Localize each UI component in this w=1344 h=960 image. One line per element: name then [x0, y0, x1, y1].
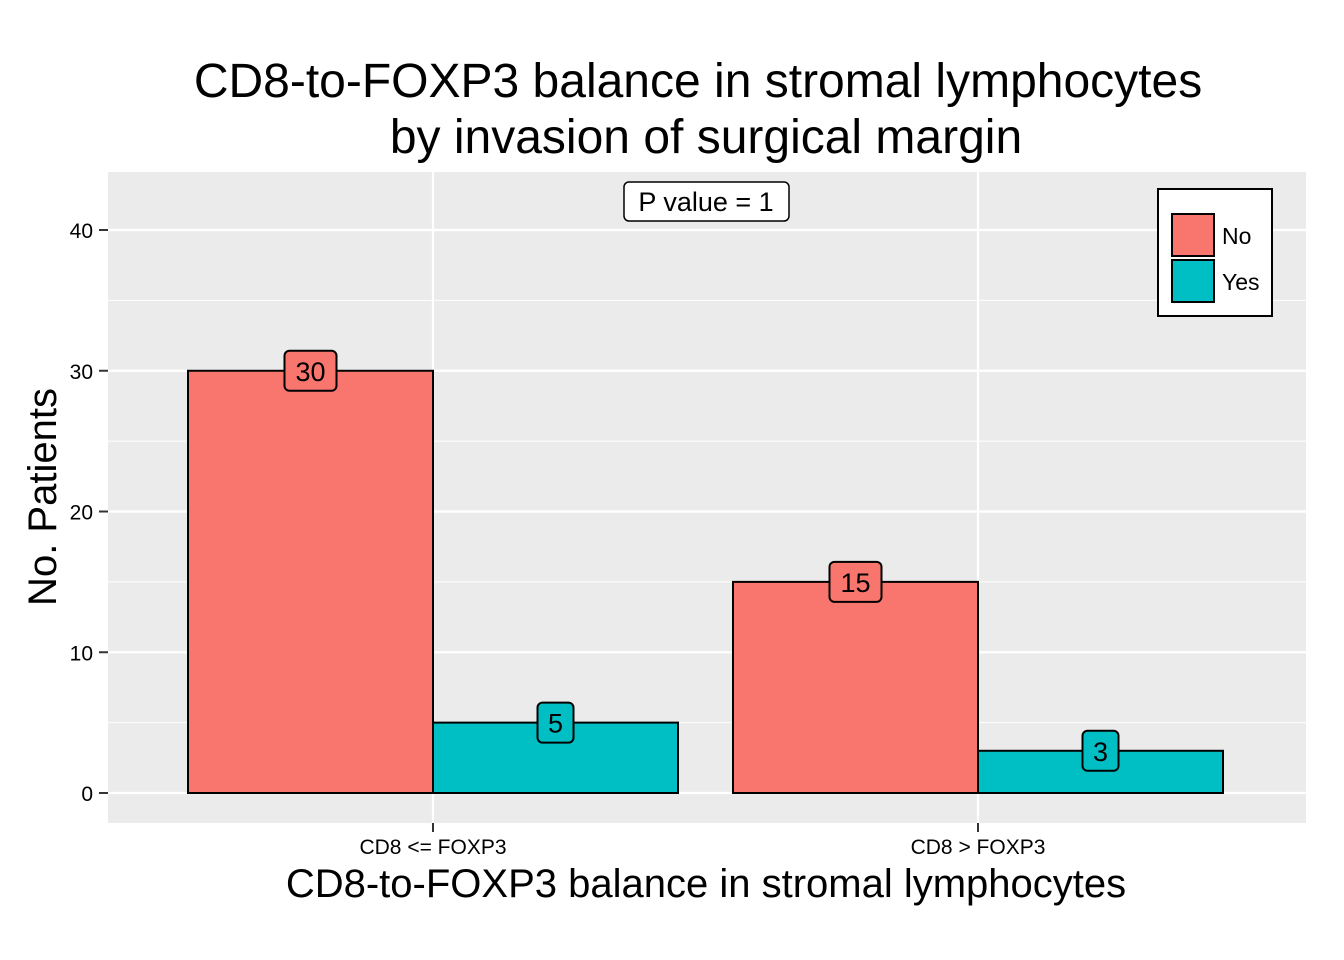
data-label: 5 — [548, 709, 563, 739]
data-label-box — [1081, 729, 1120, 772]
p-value-annotation: P value = 1 — [623, 181, 790, 222]
x-axis-title: CD8-to-FOXP3 balance in stromal lymphocy… — [286, 862, 1126, 906]
x-tick-label: CD8 > FOXP3 — [911, 836, 1046, 859]
x-axis: CD8 <= FOXP3 CD8 > FOXP3 — [359, 823, 1045, 859]
legend-label-no: No — [1222, 223, 1251, 249]
p-value-label: P value = 1 — [638, 187, 773, 217]
legend-key-no — [1171, 213, 1215, 257]
legend-label-yes: Yes — [1222, 269, 1260, 295]
chart-title-line-2: by invasion of surgical margin — [390, 111, 1022, 164]
data-label-box — [283, 349, 338, 392]
data-label-box — [828, 560, 883, 603]
y-axis-title: No. Patients — [21, 388, 65, 606]
data-label: 15 — [840, 568, 870, 598]
data-label-group: 3 — [1081, 729, 1120, 772]
chart-title-line-1: CD8-to-FOXP3 balance in stromal lymphocy… — [194, 55, 1202, 108]
data-label-group: 15 — [828, 560, 883, 603]
bar-value-labels: 30 5 15 3 — [283, 349, 1120, 772]
chart-title: CD8-to-FOXP3 balance in stromal lymphocy… — [194, 55, 1202, 164]
legend: No Yes — [1157, 188, 1273, 317]
data-label-box — [536, 701, 575, 744]
data-label: 30 — [295, 357, 325, 387]
y-tick-label: 10 — [70, 642, 93, 665]
y-tick-label: 20 — [70, 502, 93, 525]
bar-no-2 — [732, 580, 979, 794]
p-value-box — [623, 181, 790, 222]
bar-no-1 — [187, 369, 434, 794]
x-tick-label: CD8 <= FOXP3 — [359, 836, 506, 859]
y-tick-label: 30 — [70, 361, 93, 384]
data-label: 3 — [1093, 737, 1108, 767]
data-label-group: 5 — [536, 701, 575, 744]
y-tick-label: 0 — [81, 783, 93, 806]
legend-key-yes — [1171, 259, 1215, 303]
y-tick-label: 40 — [70, 220, 93, 243]
y-axis: 0 10 20 30 40 — [70, 220, 108, 806]
bars — [187, 369, 1224, 795]
data-label-group: 30 — [283, 349, 338, 392]
